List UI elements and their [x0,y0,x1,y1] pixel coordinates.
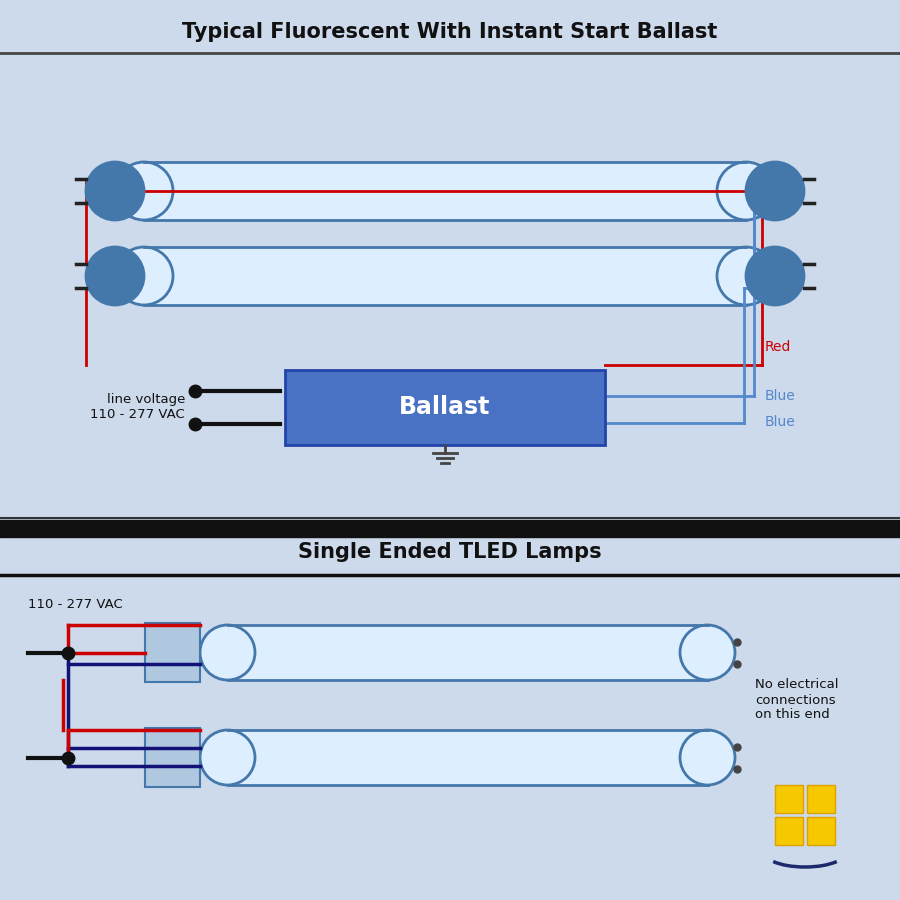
Ellipse shape [746,162,804,220]
Text: Ballast: Ballast [400,395,491,419]
Bar [144,162,746,220]
Ellipse shape [86,162,144,220]
Ellipse shape [200,730,255,785]
Ellipse shape [115,162,173,220]
Text: line voltage
110 - 277 VAC: line voltage 110 - 277 VAC [90,393,185,421]
Text: Red: Red [765,340,791,354]
Bar [228,730,707,785]
Bar [228,625,707,680]
Ellipse shape [86,247,144,305]
Bar [0,540,900,900]
Ellipse shape [680,625,735,680]
Text: 110 - 277 VAC: 110 - 277 VAC [28,598,122,611]
Ellipse shape [717,162,775,220]
Text: Single Ended TLED Lamps: Single Ended TLED Lamps [298,542,602,562]
Bar [807,817,835,845]
Ellipse shape [115,247,173,305]
FancyBboxPatch shape [145,623,200,682]
FancyBboxPatch shape [285,370,605,445]
Bar [775,785,803,813]
Bar [144,247,746,305]
Bar [775,817,803,845]
Ellipse shape [746,247,804,305]
Ellipse shape [717,247,775,305]
Text: No electrical
connections
on this end: No electrical connections on this end [755,679,839,722]
Text: Blue: Blue [765,416,796,429]
Ellipse shape [680,730,735,785]
Text: Typical Fluorescent With Instant Start Ballast: Typical Fluorescent With Instant Start B… [183,22,717,42]
Bar [807,785,835,813]
Ellipse shape [200,625,255,680]
Text: Blue: Blue [765,389,796,403]
Bar [0,0,900,540]
FancyBboxPatch shape [145,728,200,787]
